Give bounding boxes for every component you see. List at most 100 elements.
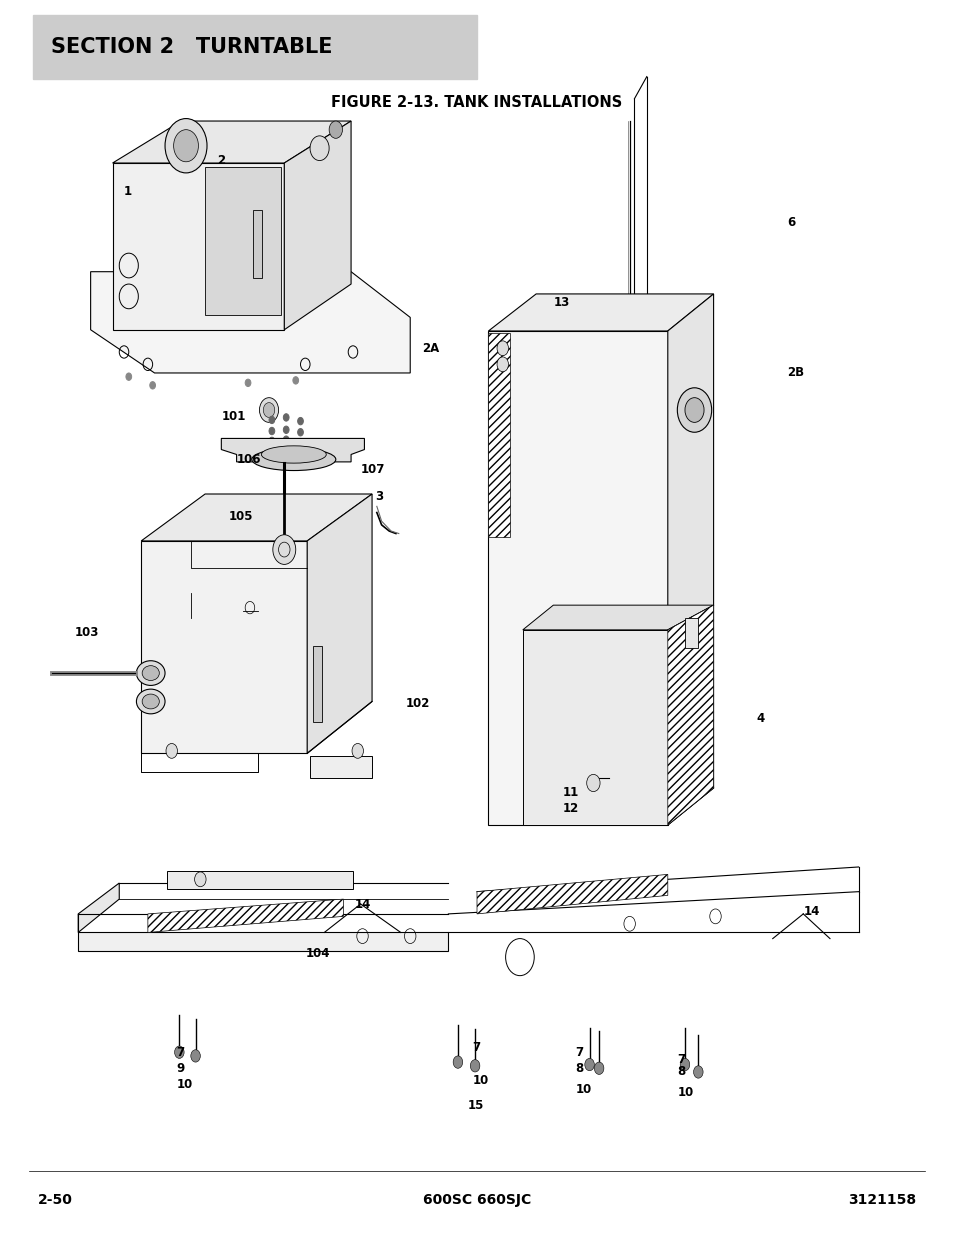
Polygon shape bbox=[667, 605, 713, 825]
Circle shape bbox=[174, 1046, 184, 1058]
Circle shape bbox=[263, 403, 274, 417]
Circle shape bbox=[293, 377, 298, 384]
Text: 10: 10 bbox=[176, 1078, 193, 1091]
Text: 4: 4 bbox=[756, 713, 764, 725]
Circle shape bbox=[150, 382, 155, 389]
Circle shape bbox=[297, 438, 303, 446]
Polygon shape bbox=[205, 167, 281, 315]
Text: 105: 105 bbox=[229, 510, 253, 522]
Polygon shape bbox=[488, 294, 713, 331]
Text: 6: 6 bbox=[786, 216, 795, 228]
Text: 2-50: 2-50 bbox=[38, 1193, 73, 1208]
Circle shape bbox=[273, 535, 295, 564]
Circle shape bbox=[497, 357, 508, 372]
Ellipse shape bbox=[136, 689, 165, 714]
Text: 12: 12 bbox=[562, 803, 578, 815]
Bar bbox=[684, 618, 698, 648]
Circle shape bbox=[126, 373, 132, 380]
Text: 10: 10 bbox=[575, 1083, 591, 1095]
Text: 10: 10 bbox=[677, 1087, 693, 1099]
Text: 2A: 2A bbox=[422, 342, 439, 354]
Circle shape bbox=[310, 136, 329, 161]
Circle shape bbox=[269, 427, 274, 435]
Circle shape bbox=[259, 398, 278, 422]
Polygon shape bbox=[91, 272, 410, 373]
Circle shape bbox=[329, 121, 342, 138]
Circle shape bbox=[269, 416, 274, 424]
Text: 13: 13 bbox=[553, 296, 569, 309]
Text: 7: 7 bbox=[677, 1053, 685, 1066]
Circle shape bbox=[173, 130, 198, 162]
Circle shape bbox=[165, 119, 207, 173]
Circle shape bbox=[594, 1062, 603, 1074]
Circle shape bbox=[584, 1058, 594, 1071]
Circle shape bbox=[269, 437, 274, 445]
Polygon shape bbox=[167, 871, 353, 889]
Text: 8: 8 bbox=[575, 1062, 583, 1074]
Text: 600SC 660SJC: 600SC 660SJC bbox=[422, 1193, 531, 1208]
Text: 9: 9 bbox=[176, 1062, 185, 1074]
Polygon shape bbox=[78, 883, 119, 932]
Bar bbox=[253, 210, 262, 278]
Polygon shape bbox=[310, 756, 372, 778]
Text: 2B: 2B bbox=[786, 367, 803, 379]
Polygon shape bbox=[78, 932, 448, 951]
Text: 107: 107 bbox=[360, 463, 385, 475]
Text: 7: 7 bbox=[176, 1046, 185, 1058]
Text: 102: 102 bbox=[405, 698, 430, 710]
Text: 10: 10 bbox=[472, 1074, 488, 1087]
Polygon shape bbox=[141, 541, 307, 753]
Polygon shape bbox=[307, 494, 372, 753]
Polygon shape bbox=[667, 294, 713, 825]
Circle shape bbox=[453, 1056, 462, 1068]
Bar bbox=[313, 646, 322, 722]
Text: 14: 14 bbox=[802, 905, 819, 918]
Ellipse shape bbox=[142, 694, 159, 709]
Text: FIGURE 2-13. TANK INSTALLATIONS: FIGURE 2-13. TANK INSTALLATIONS bbox=[331, 95, 622, 110]
Circle shape bbox=[283, 436, 289, 443]
Ellipse shape bbox=[261, 446, 326, 463]
Circle shape bbox=[497, 341, 508, 356]
Polygon shape bbox=[284, 121, 351, 330]
Text: 106: 106 bbox=[236, 453, 261, 466]
Text: 1: 1 bbox=[124, 185, 132, 198]
Ellipse shape bbox=[136, 661, 165, 685]
Text: SECTION 2   TURNTABLE: SECTION 2 TURNTABLE bbox=[51, 37, 332, 57]
Text: 3121158: 3121158 bbox=[847, 1193, 915, 1208]
Polygon shape bbox=[141, 494, 372, 541]
Polygon shape bbox=[112, 163, 284, 330]
Circle shape bbox=[166, 743, 177, 758]
Circle shape bbox=[283, 414, 289, 421]
Polygon shape bbox=[488, 333, 510, 537]
Polygon shape bbox=[221, 438, 364, 462]
Text: 15: 15 bbox=[467, 1099, 483, 1112]
Circle shape bbox=[194, 872, 206, 887]
Text: 14: 14 bbox=[355, 898, 371, 910]
Polygon shape bbox=[476, 874, 667, 914]
Circle shape bbox=[684, 398, 703, 422]
Circle shape bbox=[297, 417, 303, 425]
Text: 8: 8 bbox=[677, 1066, 685, 1078]
Ellipse shape bbox=[142, 666, 159, 680]
Text: 2: 2 bbox=[217, 154, 226, 167]
Ellipse shape bbox=[252, 448, 335, 471]
Circle shape bbox=[352, 743, 363, 758]
Polygon shape bbox=[522, 605, 713, 630]
Text: 103: 103 bbox=[74, 626, 99, 638]
Circle shape bbox=[679, 1058, 689, 1071]
Polygon shape bbox=[488, 331, 667, 825]
Circle shape bbox=[191, 1050, 200, 1062]
Polygon shape bbox=[112, 121, 351, 163]
Circle shape bbox=[283, 426, 289, 433]
FancyBboxPatch shape bbox=[33, 15, 476, 79]
Polygon shape bbox=[148, 899, 343, 932]
Text: 7: 7 bbox=[472, 1041, 480, 1053]
Circle shape bbox=[586, 774, 599, 792]
Circle shape bbox=[297, 429, 303, 436]
Circle shape bbox=[245, 379, 251, 387]
Circle shape bbox=[693, 1066, 702, 1078]
Circle shape bbox=[677, 388, 711, 432]
Text: 11: 11 bbox=[562, 787, 578, 799]
Text: 101: 101 bbox=[221, 410, 246, 422]
Text: 7: 7 bbox=[575, 1046, 583, 1058]
